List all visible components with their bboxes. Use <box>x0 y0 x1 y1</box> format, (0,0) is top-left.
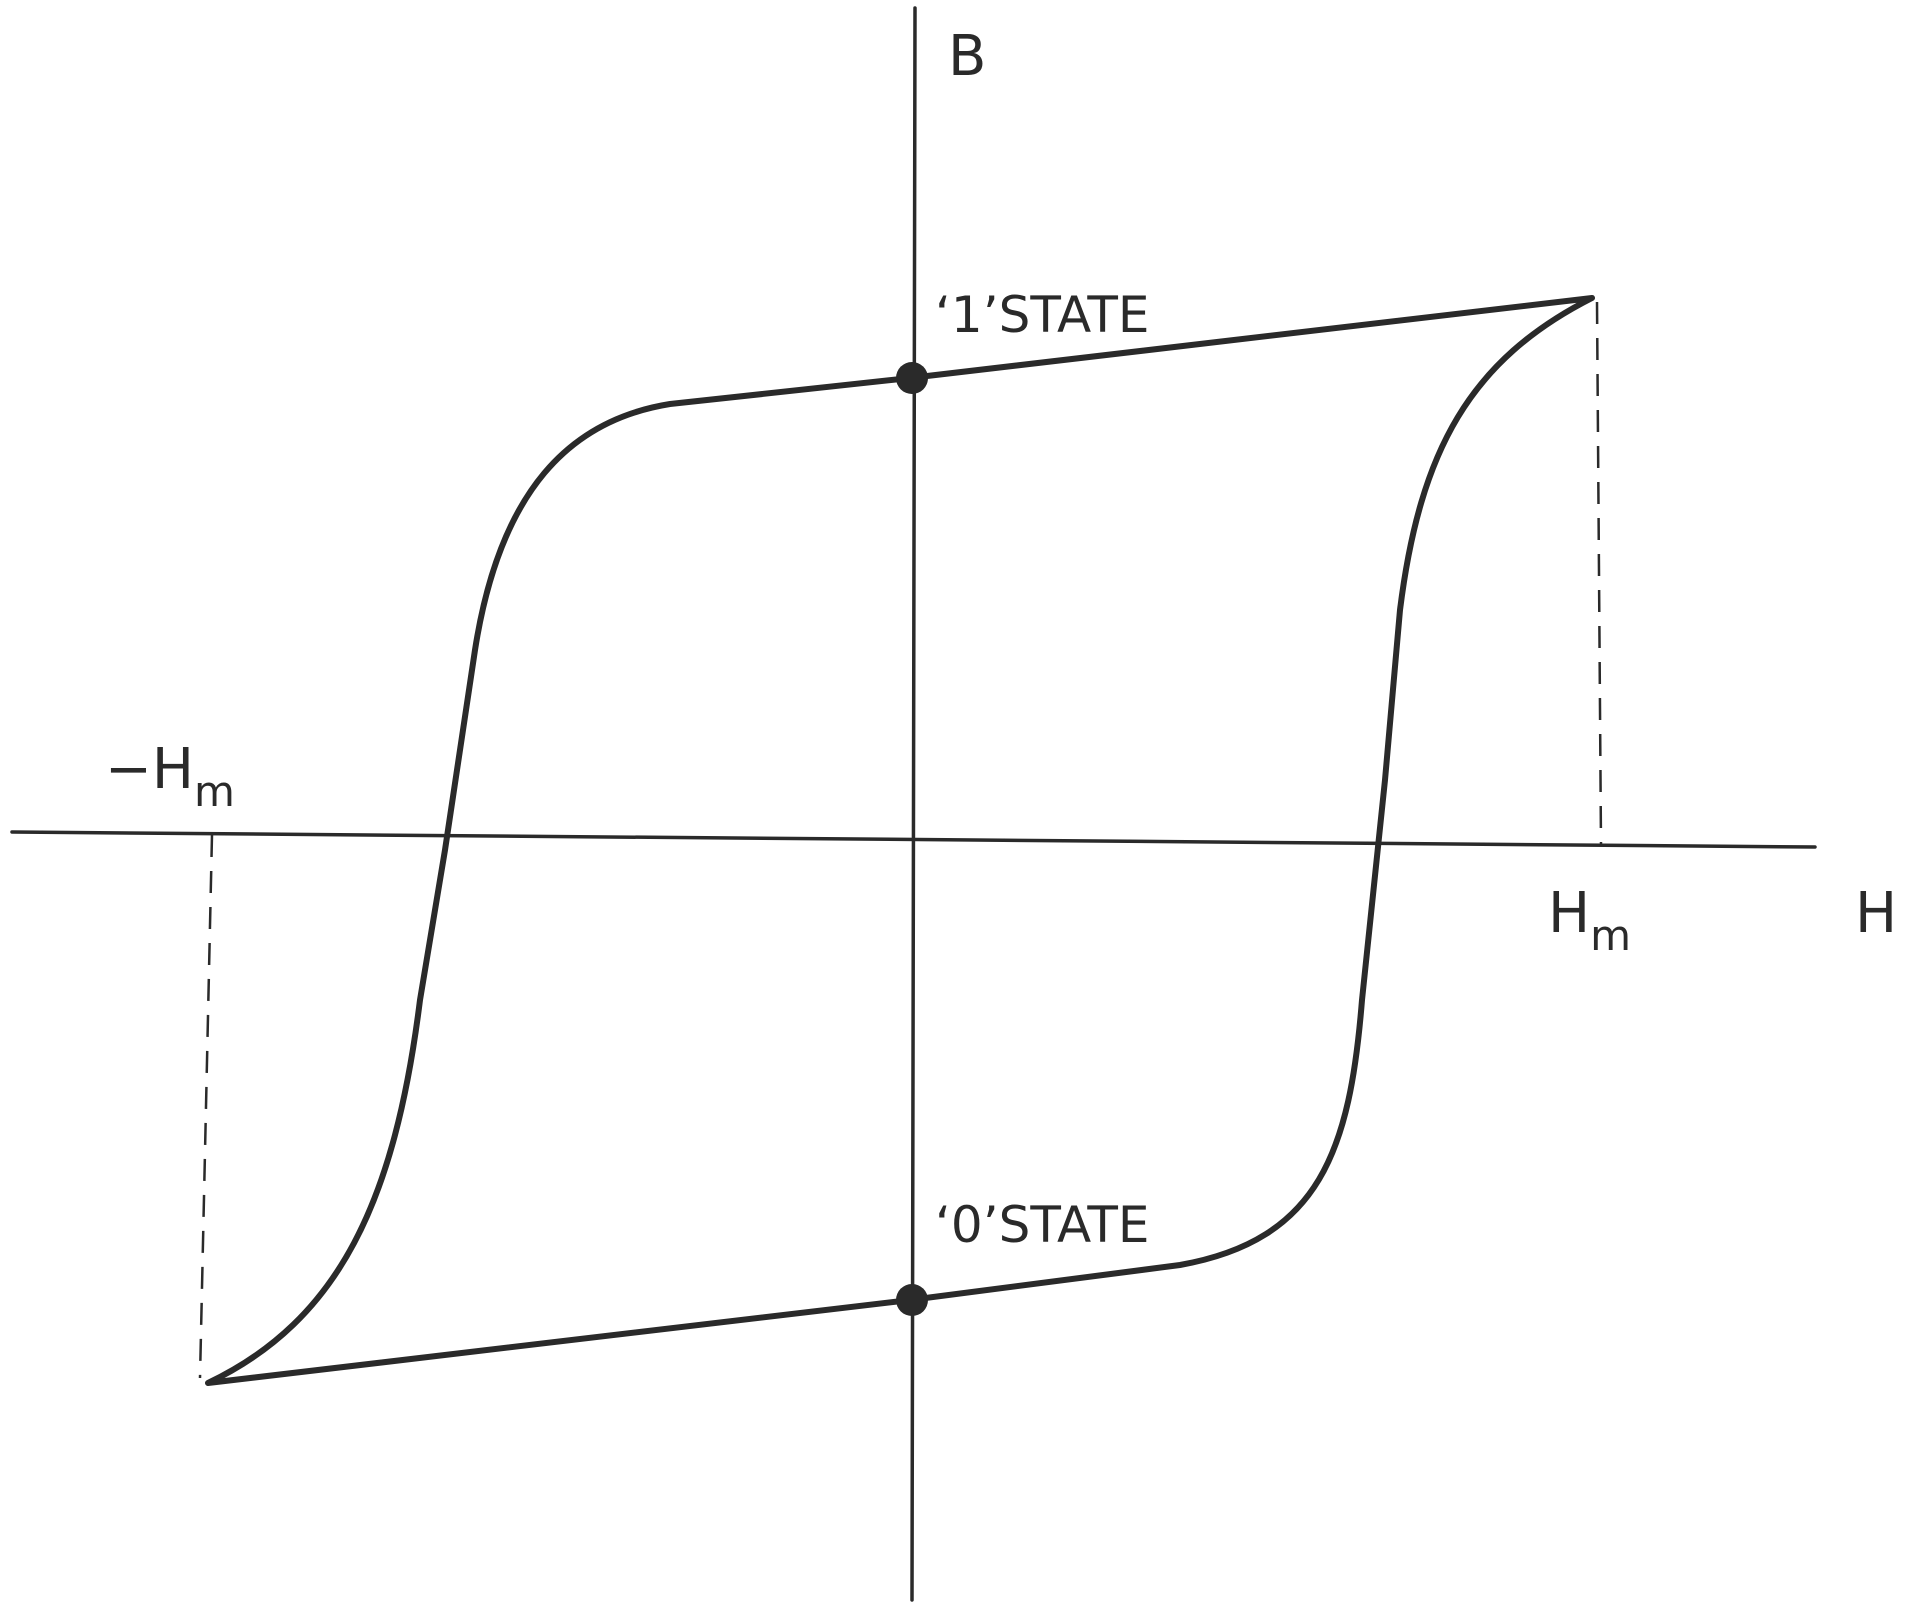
h-axis-label: H <box>1855 881 1897 946</box>
pos-hm-symbol: H <box>1548 881 1590 946</box>
neg-hm-sign: − <box>105 737 152 802</box>
pos-hm-label: Hm <box>1548 881 1631 960</box>
neg-hm-symbol: H <box>152 737 194 802</box>
state-0-point <box>896 1284 928 1316</box>
neg-hm-label: −Hm <box>105 737 235 816</box>
neg-hm-guide <box>198 834 214 1379</box>
pos-hm-subscript: m <box>1590 911 1631 960</box>
state-0-label: ‘0’STATE <box>935 1196 1149 1254</box>
pos-hm-guide <box>1595 301 1603 845</box>
neg-hm-subscript: m <box>194 767 235 816</box>
hysteresis-loop <box>205 295 1595 1386</box>
b-axis-label: B <box>948 24 986 89</box>
state-1-label: ‘1’STATE <box>935 286 1149 344</box>
state-1-point <box>896 362 928 394</box>
b-axis <box>910 6 917 1602</box>
